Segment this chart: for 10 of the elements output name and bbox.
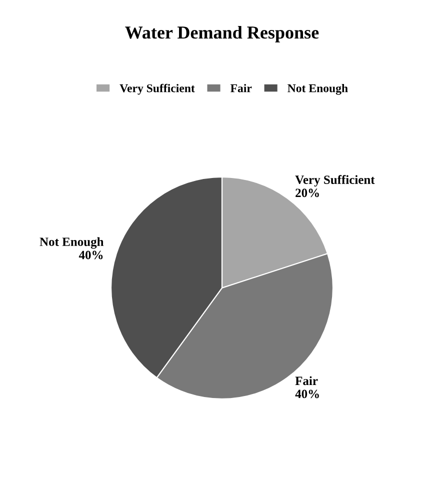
data-label: 20%	[296, 188, 319, 198]
data-label: 40%	[78, 250, 103, 260]
slice-label: Very Sufficient	[295, 175, 375, 187]
slice-label: Not Enough	[40, 237, 104, 249]
legend-label: Very Sufficient	[120, 84, 195, 95]
slice-label: Fair	[295, 376, 318, 386]
legend-label: Fair	[230, 84, 252, 92]
legend-label: Not Enough	[288, 84, 348, 95]
chart-title: Water Demand Response	[125, 26, 319, 42]
data-label: 40%	[295, 390, 319, 398]
